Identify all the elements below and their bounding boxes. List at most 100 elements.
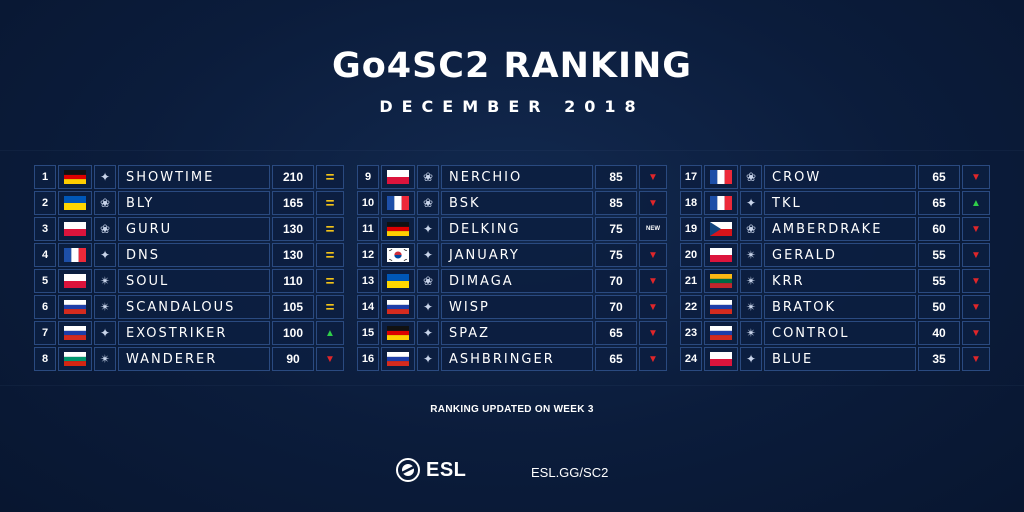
player-points: 130 <box>272 243 314 267</box>
arrow-down-icon: ▼ <box>648 275 658 287</box>
player-name: SPAZ <box>441 321 593 345</box>
terran-race-icon: ✴ <box>740 295 762 319</box>
terran-race-icon: ✴ <box>94 295 116 319</box>
arrow-down-icon: ▼ <box>648 353 658 365</box>
ranking-row: 8 ✴ WANDERER 90 ▼ <box>34 347 344 373</box>
rank-number: 21 <box>680 269 702 293</box>
player-name: SOUL <box>118 269 270 293</box>
player-name: JANUARY <box>441 243 593 267</box>
arrow-down-icon: ▼ <box>971 223 981 235</box>
zerg-race-icon: ❀ <box>740 217 762 241</box>
player-name: BLY <box>118 191 270 215</box>
player-points: 55 <box>918 243 960 267</box>
ranking-row: 4 ✦ DNS 130 = <box>34 243 344 269</box>
bulgaria-flag-icon <box>58 347 92 371</box>
player-name: AMBERDRAKE <box>764 217 916 241</box>
player-points: 130 <box>272 217 314 241</box>
updated-note: RANKING UPDATED ON WEEK 3 <box>430 404 594 415</box>
player-points: 65 <box>918 165 960 189</box>
czech-flag-icon <box>704 217 738 241</box>
player-points: 35 <box>918 347 960 371</box>
arrow-down-icon: ▼ <box>971 301 981 313</box>
rank-number: 6 <box>34 295 56 319</box>
ranking-row: 2 ❀ BLY 165 = <box>34 191 344 217</box>
arrow-down-icon: ▼ <box>648 171 658 183</box>
page-subtitle: DECEMBER 2018 <box>379 97 645 116</box>
player-name: WISP <box>441 295 593 319</box>
ranking-column-1: 1 ✦ SHOWTIME 210 = 2 ❀ BLY 165 = 3 ❀ GURU 130 = 4 ✦ DNS 13… <box>34 165 344 373</box>
arrow-down-icon: ▼ <box>971 249 981 261</box>
arrow-down-icon: ▼ <box>648 249 658 261</box>
protoss-race-icon: ✦ <box>94 321 116 345</box>
trend-indicator: ▼ <box>962 269 990 293</box>
player-name: CONTROL <box>764 321 916 345</box>
trend-indicator: ▼ <box>962 217 990 241</box>
germany-flag-icon <box>58 165 92 189</box>
player-points: 75 <box>595 217 637 241</box>
rank-number: 8 <box>34 347 56 371</box>
protoss-race-icon: ✦ <box>417 347 439 371</box>
rank-number: 16 <box>357 347 379 371</box>
rank-number: 17 <box>680 165 702 189</box>
rank-number: 4 <box>34 243 56 267</box>
korea-flag-icon <box>381 243 415 267</box>
france-flag-icon <box>381 191 415 215</box>
trend-indicator: = <box>316 243 344 267</box>
rank-number: 15 <box>357 321 379 345</box>
trend-indicator: ▼ <box>962 243 990 267</box>
rank-number: 24 <box>680 347 702 371</box>
ranking-row: 7 ✦ EXOSTRIKER 100 ▲ <box>34 321 344 347</box>
player-points: 90 <box>272 347 314 371</box>
player-name: CROW <box>764 165 916 189</box>
ranking-row: 6 ✴ SCANDALOUS 105 = <box>34 295 344 321</box>
protoss-race-icon: ✦ <box>417 243 439 267</box>
poland-flag-icon <box>58 269 92 293</box>
trend-indicator: ▼ <box>639 165 667 189</box>
germany-flag-icon <box>381 321 415 345</box>
no-change-icon: = <box>325 298 335 316</box>
trend-indicator: ▲ <box>962 191 990 215</box>
player-points: 85 <box>595 191 637 215</box>
arrow-up-icon: ▲ <box>325 327 335 339</box>
protoss-race-icon: ✦ <box>94 165 116 189</box>
russia-flag-icon <box>381 295 415 319</box>
player-points: 105 <box>272 295 314 319</box>
ranking-row: 9 ❀ NERCHIO 85 ▼ <box>357 165 667 191</box>
player-points: 85 <box>595 165 637 189</box>
esl-emblem-icon <box>396 458 420 482</box>
rank-number: 5 <box>34 269 56 293</box>
player-name: EXOSTRIKER <box>118 321 270 345</box>
player-points: 210 <box>272 165 314 189</box>
player-points: 70 <box>595 269 637 293</box>
rank-number: 14 <box>357 295 379 319</box>
arrow-down-icon: ▼ <box>648 197 658 209</box>
trend-indicator: = <box>316 191 344 215</box>
protoss-race-icon: ✦ <box>740 347 762 371</box>
trend-indicator: ▼ <box>639 191 667 215</box>
ranking-row: 12 ✦ JANUARY 75 ▼ <box>357 243 667 269</box>
zerg-race-icon: ❀ <box>94 217 116 241</box>
zerg-race-icon: ❀ <box>417 191 439 215</box>
ranking-row: 24 ✦ BLUE 35 ▼ <box>680 347 990 373</box>
rank-number: 9 <box>357 165 379 189</box>
ranking-row: 1 ✦ SHOWTIME 210 = <box>34 165 344 191</box>
ukraine-flag-icon <box>381 269 415 293</box>
no-change-icon: = <box>325 194 335 212</box>
trend-indicator: = <box>316 295 344 319</box>
no-change-icon: = <box>325 168 335 186</box>
lithuania-flag-icon <box>704 269 738 293</box>
rank-number: 10 <box>357 191 379 215</box>
player-name: SHOWTIME <box>118 165 270 189</box>
protoss-race-icon: ✦ <box>740 191 762 215</box>
rank-number: 2 <box>34 191 56 215</box>
ranking-row: 18 ✦ TKL 65 ▲ <box>680 191 990 217</box>
no-change-icon: = <box>325 272 335 290</box>
player-name: GURU <box>118 217 270 241</box>
player-name: KRR <box>764 269 916 293</box>
terran-race-icon: ✴ <box>740 243 762 267</box>
trend-indicator: ▼ <box>639 347 667 371</box>
ranking-column-3: 17 ❀ CROW 65 ▼ 18 ✦ TKL 65 ▲ 19 ❀ AMBERDRAKE 60 ▼ 20 ✴ GE… <box>680 165 990 373</box>
trend-indicator: ▼ <box>639 269 667 293</box>
ranking-row: 14 ✦ WISP 70 ▼ <box>357 295 667 321</box>
russia-flag-icon <box>704 321 738 345</box>
